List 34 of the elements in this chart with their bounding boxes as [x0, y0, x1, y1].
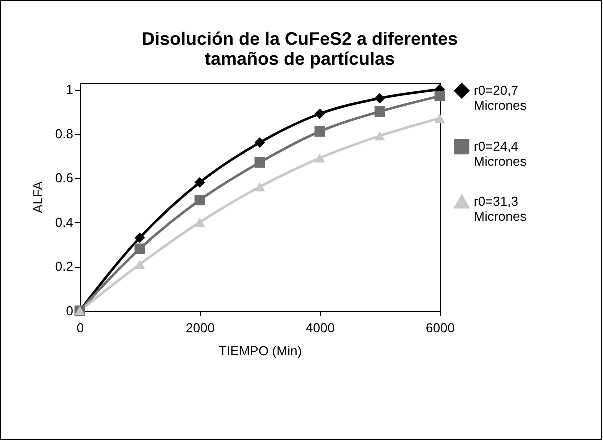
point: [314, 108, 326, 120]
y-tick-label: 0: [66, 304, 74, 318]
y-tick-label: 0.2: [55, 259, 74, 274]
y-tick-label: 0.6: [55, 170, 74, 186]
x-tick-label: 6000: [426, 320, 455, 336]
point: [134, 244, 146, 254]
point: [254, 157, 266, 168]
point: [194, 177, 206, 188]
point: [434, 91, 446, 102]
point: [374, 93, 386, 104]
point: [254, 182, 266, 192]
y-axis-title: ALFA: [30, 181, 46, 214]
point: [194, 195, 206, 206]
y-tick-label: 0.4: [55, 214, 74, 230]
legend-label: r0=24,4 Micrones: [474, 139, 528, 169]
text: tamaños de partículas: [204, 49, 396, 69]
point: [134, 260, 146, 270]
point: [314, 126, 326, 137]
point: [374, 106, 386, 118]
text: Disolución de la CuFeS2 a diferentes: [142, 29, 458, 49]
point: [374, 132, 386, 141]
point: [434, 114, 446, 123]
point: [134, 232, 146, 244]
legend-label: r0=31,3 Micrones: [474, 194, 528, 224]
x-tick-label: 4000: [306, 320, 335, 336]
legend-label: r0=20,7 Micrones: [474, 83, 528, 113]
point: [314, 154, 326, 163]
point: [194, 218, 206, 227]
x-axis-title: TIEMPO (Min): [218, 344, 302, 358]
x-tick-label: 2000: [186, 320, 215, 336]
point: [254, 138, 266, 148]
y-tick-label: 1: [66, 82, 74, 98]
x-tick-label: 0: [76, 320, 84, 336]
y-tick-label: 0.8: [55, 126, 74, 142]
